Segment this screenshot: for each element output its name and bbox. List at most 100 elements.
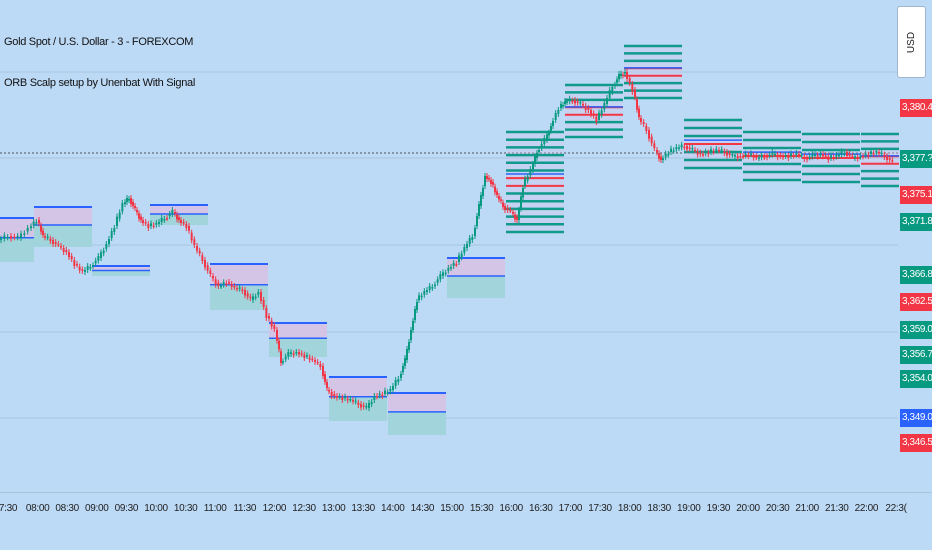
candle-body xyxy=(524,178,526,186)
candle-body xyxy=(178,217,180,220)
candle-body xyxy=(568,98,571,102)
orb-box xyxy=(269,322,327,357)
candle-body xyxy=(144,222,147,224)
indicator-title[interactable]: ORB Scalp setup by Unenbat With Signal xyxy=(4,77,195,89)
candle-body xyxy=(484,176,486,186)
candle-body xyxy=(631,84,634,92)
candle-body xyxy=(328,390,330,392)
candle-body xyxy=(158,222,160,224)
candle-body xyxy=(206,265,209,271)
candle-body xyxy=(238,287,241,289)
time-tick-label: 13:30 xyxy=(351,503,375,514)
candle-body xyxy=(370,402,373,404)
candle-body xyxy=(731,154,734,156)
candle-body xyxy=(622,74,624,77)
candle-body xyxy=(40,225,42,232)
candle-body xyxy=(712,151,715,153)
symbol-title[interactable]: Gold Spot / U.S. Dollar - 3 - FOREXCOM xyxy=(4,36,194,48)
candle-body xyxy=(463,247,466,253)
candle-body xyxy=(397,379,400,382)
candle-body xyxy=(265,308,268,318)
candle-body xyxy=(70,256,73,259)
time-tick-label: 17:30 xyxy=(588,503,612,514)
candle-body xyxy=(516,217,518,220)
candle-body xyxy=(486,176,488,179)
candle-body xyxy=(534,156,536,164)
candle-body xyxy=(228,282,230,284)
candle-body xyxy=(138,213,140,219)
candle-body xyxy=(346,398,349,401)
time-tick-label: 09:30 xyxy=(114,503,139,514)
candle-body xyxy=(496,191,498,195)
currency-button[interactable]: USD xyxy=(897,6,926,78)
orb-box xyxy=(210,263,268,310)
time-tick-label: 14:00 xyxy=(381,503,405,514)
candle-body xyxy=(52,240,54,244)
orb-upper-zone xyxy=(150,205,208,214)
candle-body xyxy=(678,147,680,149)
candle-body xyxy=(626,72,628,79)
orb-lower-zone xyxy=(388,411,446,435)
candle-body xyxy=(336,396,338,398)
candle-body xyxy=(124,202,126,204)
gridlines xyxy=(0,71,898,419)
candle-body xyxy=(168,214,171,216)
time-tick-label: 14:30 xyxy=(410,503,435,514)
candle-body xyxy=(618,74,620,80)
candle-body xyxy=(552,121,554,126)
candle-body xyxy=(504,206,506,210)
candle-body xyxy=(792,155,795,157)
candle-body xyxy=(471,237,474,240)
candle-body xyxy=(774,153,776,156)
time-tick-label: 20:00 xyxy=(736,503,760,514)
candle-body xyxy=(830,155,832,158)
candle-body xyxy=(624,72,626,74)
candle-body xyxy=(474,228,476,236)
price-axis-label: 3,362.56 xyxy=(900,293,932,311)
candle-body xyxy=(384,390,386,394)
candle-body xyxy=(688,147,691,149)
candle-body xyxy=(546,134,548,140)
candle-body xyxy=(784,155,787,157)
orb-upper-zone xyxy=(210,264,268,285)
candle-body xyxy=(851,156,854,158)
time-tick-label: 22:3( xyxy=(885,503,907,514)
candle-body xyxy=(488,178,490,180)
candle-body xyxy=(404,358,406,366)
candle-body xyxy=(760,154,763,158)
candle-body xyxy=(190,232,193,241)
candle-body xyxy=(502,202,504,207)
candle-body xyxy=(128,199,130,201)
candle-body xyxy=(536,153,538,158)
candle-body xyxy=(662,158,664,160)
candle-body xyxy=(848,154,851,156)
candle-body xyxy=(827,156,830,160)
orb-box xyxy=(0,217,34,262)
candle-body xyxy=(642,122,645,124)
candle-body xyxy=(766,156,768,158)
candle-body xyxy=(564,101,566,104)
time-tick-label: 7:30 xyxy=(0,503,18,514)
candle-body xyxy=(92,265,94,267)
candle-body xyxy=(344,396,346,399)
candle-body xyxy=(880,152,883,155)
candle-body xyxy=(806,158,808,160)
candle-body xyxy=(752,155,755,158)
orb-box xyxy=(92,265,150,276)
candle-body xyxy=(282,361,284,363)
candle-body xyxy=(608,90,611,98)
candle-body xyxy=(672,150,675,152)
candle-body xyxy=(166,218,168,220)
candle-body xyxy=(436,279,439,283)
candle-body xyxy=(30,226,32,228)
time-tick-label: 17:00 xyxy=(558,503,583,514)
candle-body xyxy=(744,153,747,156)
candle-body xyxy=(254,296,257,299)
candle-body xyxy=(423,291,426,295)
candle-body xyxy=(723,151,726,153)
candle-body xyxy=(406,349,408,360)
candle-body xyxy=(341,397,344,400)
candle-body xyxy=(322,366,324,376)
candle-body xyxy=(675,147,678,150)
